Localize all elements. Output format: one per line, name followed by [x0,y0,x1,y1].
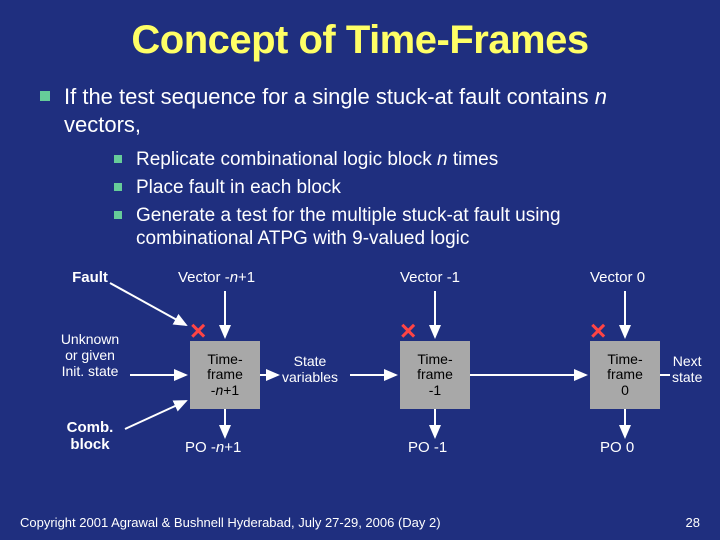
bullet-main-text: If the test sequence for a single stuck-… [64,83,680,138]
vector-label-2: Vector -1 [400,269,460,286]
bullet-icon [114,211,122,219]
sub-bullet-3: Generate a test for the multiple stuck-a… [114,204,680,252]
bullet-icon [40,91,50,101]
sub-bullet-1: Replicate combinational logic block n ti… [114,148,680,172]
page-number: 28 [686,515,700,530]
po-label-2: PO -1 [408,439,447,456]
sub-bullets: Replicate combinational logic block n ti… [114,148,680,251]
po-label-3: PO 0 [600,439,634,456]
comb-block-label: Comb. block [50,419,130,454]
po-label-1: PO -n+1 [185,439,241,456]
timeframe-block-1: Time- frame -n+1 [190,341,260,409]
bullet-main: If the test sequence for a single stuck-… [40,83,680,138]
slide-title: Concept of Time-Frames [0,0,720,73]
timeframe-block-2: Time- frame -1 [400,341,470,409]
diagram: Fault Unknown or given Init. state Comb.… [60,269,720,464]
state-variables-label: Statevariables [282,353,338,385]
copyright-text: Copyright 2001 Agrawal & Bushnell Hydera… [20,515,441,530]
timeframe-block-3: Time- frame 0 [590,341,660,409]
vector-label-3: Vector 0 [590,269,645,286]
footer: Copyright 2001 Agrawal & Bushnell Hydera… [20,515,700,530]
sub-bullet-2: Place fault in each block [114,176,680,200]
init-state-label: Unknown or given Init. state [50,331,130,379]
fault-label: Fault [50,269,130,286]
bullet-icon [114,183,122,191]
next-state-label: Nextstate [672,353,702,385]
bullet-icon [114,155,122,163]
vector-label-1: Vector -n+1 [178,269,255,286]
body: If the test sequence for a single stuck-… [0,73,720,464]
